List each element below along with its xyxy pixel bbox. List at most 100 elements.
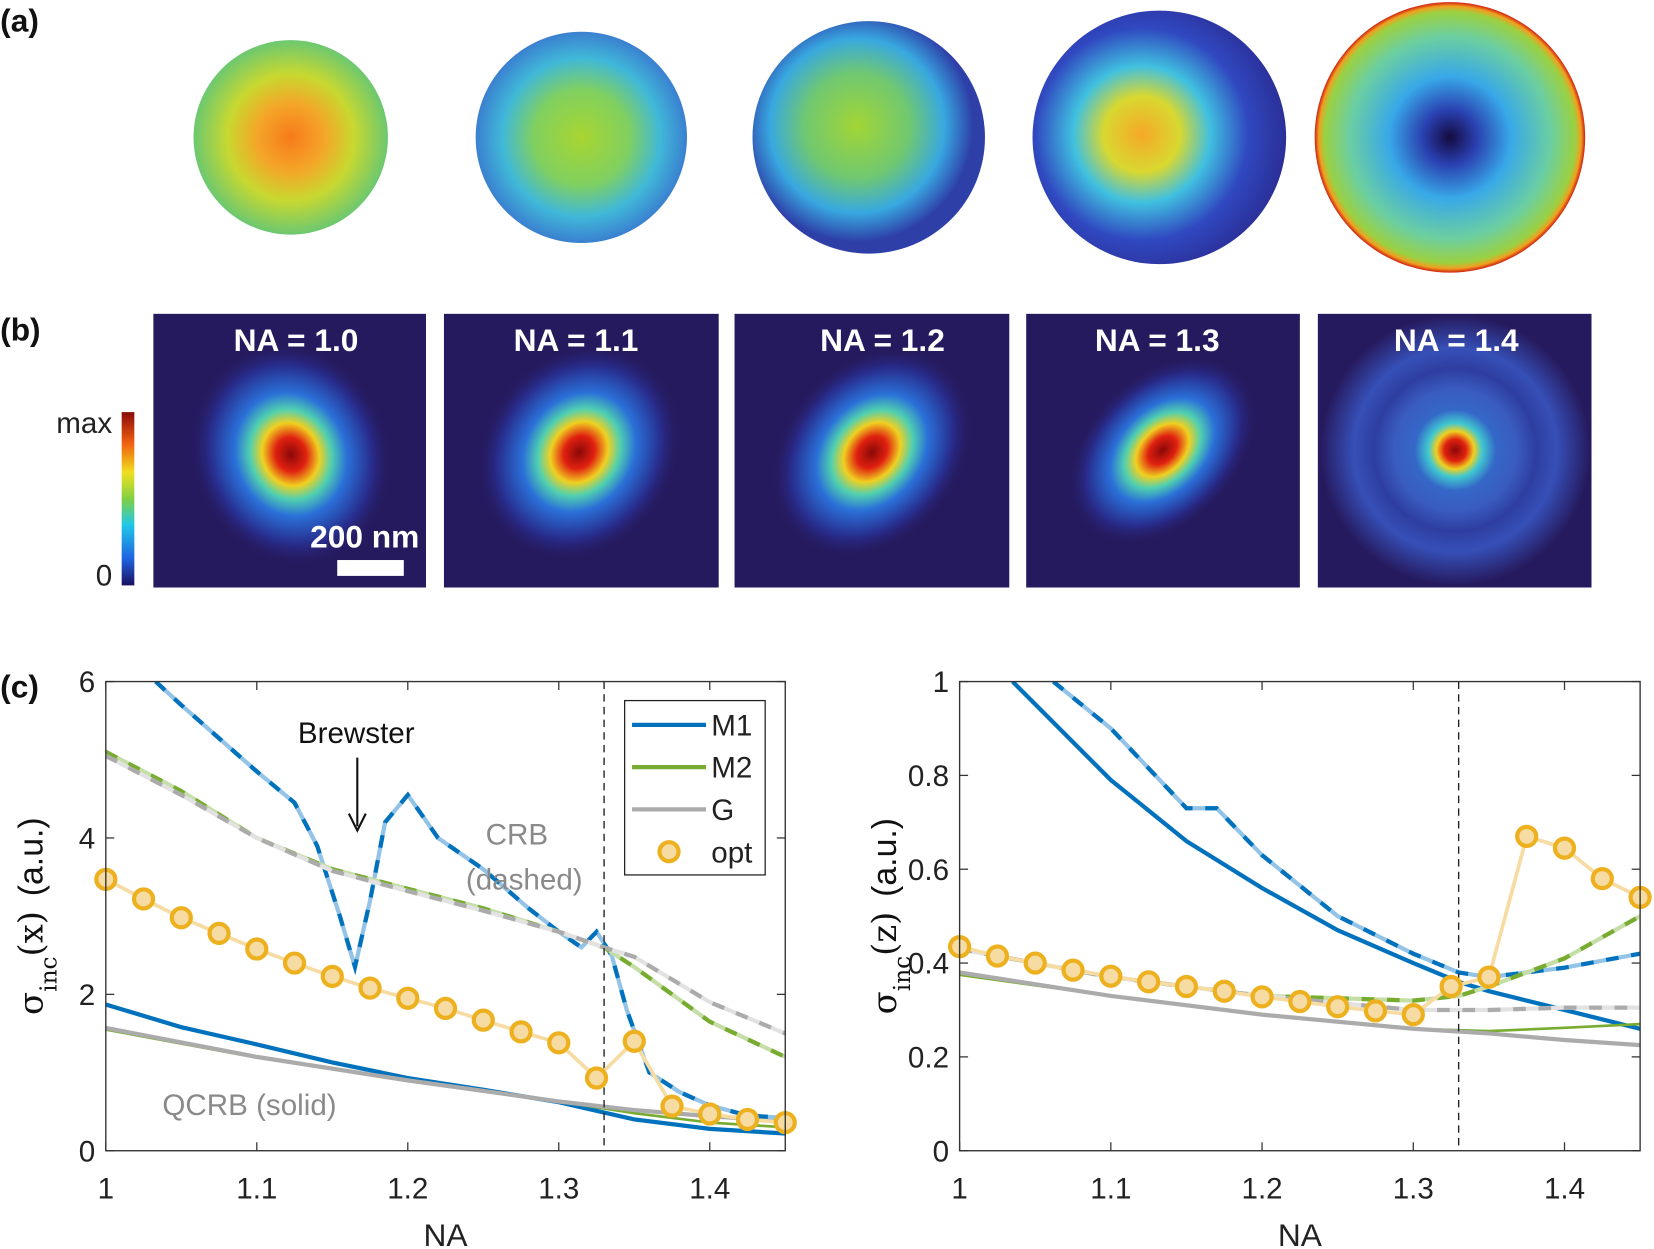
- pupil-maps: [193, 2, 1586, 273]
- psf-title: NA = 1.3: [1095, 322, 1220, 358]
- brewster-label: Brewster: [298, 717, 415, 750]
- x-tick-label: 1: [98, 1172, 114, 1205]
- y-tick-label: 0: [933, 1135, 949, 1168]
- opt-point: [547, 1031, 571, 1055]
- x-tick-label: 1.1: [236, 1172, 277, 1205]
- chart-sigma-z: 1 1.1 1.2 1.3 1.4 0 0.2 0.4 0.6 0.8 1 NA σinc(z) (a.u…: [865, 666, 1652, 1249]
- psf-title: NA = 1.0: [234, 322, 359, 358]
- y-axis-label-unit: (a.u.): [866, 818, 904, 897]
- pupil-map-3: [752, 21, 985, 254]
- x-tick-label: 1.3: [1393, 1172, 1434, 1205]
- panel-label-c: (c): [0, 668, 39, 704]
- y-tick-label: 0: [79, 1135, 95, 1168]
- y-axis-label-arg: (z): [865, 912, 904, 956]
- opt-point: [396, 986, 420, 1010]
- y-tick-label: 0.8: [908, 760, 949, 793]
- opt-point: [1061, 958, 1085, 982]
- opt-point: [1515, 824, 1539, 849]
- x-tick-label: 1.2: [1241, 1172, 1282, 1205]
- opt-point: [1326, 995, 1350, 1019]
- x-tick-label: 1.3: [538, 1172, 579, 1205]
- plot-lines: [105, 681, 786, 1136]
- crb-line-m2-dash: [105, 750, 786, 1059]
- panel-label-a: (a): [0, 3, 39, 39]
- psf-title: NA = 1.2: [820, 322, 945, 358]
- crb-label: CRB: [486, 818, 548, 851]
- legend-item-m2: M2: [632, 752, 752, 785]
- opt-point: [1590, 866, 1614, 891]
- opt-point: [985, 944, 1010, 968]
- psf-panels: NA = 1.0 200 nm NA = 1.1 NA = 1.2 NA = 1…: [153, 313, 1592, 588]
- crb-line-m1-dash: [1052, 681, 1641, 980]
- opt-point: [320, 964, 344, 988]
- x-tick-label: 1: [951, 1172, 967, 1205]
- opt-point: [1477, 965, 1501, 989]
- opt-point: [1212, 979, 1236, 1003]
- opt-point: [1174, 974, 1199, 999]
- legend-item-g: G: [632, 794, 734, 827]
- y-axis-label-main: σ: [11, 992, 50, 1015]
- opt-point: [1137, 970, 1161, 994]
- annotations: Brewster CRB (dashed) QCRB (solid): [162, 717, 582, 1122]
- crb-line-g-dash: [105, 753, 786, 1036]
- opt-point: [509, 1020, 533, 1044]
- opt-point: [207, 921, 231, 945]
- y-axis-label-sub: inc: [889, 956, 916, 991]
- axes-box: [958, 680, 1641, 1152]
- pupil-map-4: [1032, 10, 1287, 265]
- opt-point: [471, 1008, 495, 1032]
- opt-point: [735, 1107, 760, 1132]
- y-tick-label: 0.4: [908, 948, 949, 981]
- opt-point: [245, 937, 269, 961]
- y-axis-label-sub: inc: [35, 956, 62, 991]
- colorbar-max-label: max: [56, 407, 112, 440]
- y-tick-label: 6: [79, 666, 95, 699]
- opt-point: [584, 1066, 609, 1090]
- pupil-map-2: [475, 31, 687, 244]
- crb-line-m1: [1052, 681, 1641, 980]
- opt-point: [1023, 951, 1047, 975]
- panel-label-b: (b): [0, 311, 40, 347]
- opt-point: [1363, 999, 1388, 1023]
- psf-panel-4: NA = 1.3: [1026, 313, 1300, 588]
- psf-title: NA = 1.4: [1394, 322, 1519, 358]
- psf-title: NA = 1.1: [514, 322, 639, 358]
- x-axis-label: NA: [1278, 1217, 1323, 1249]
- opt-point: [1401, 1003, 1425, 1027]
- colorbar-min-label: 0: [96, 559, 112, 592]
- svg-text:M2: M2: [711, 752, 752, 785]
- x-tick-label: 1.2: [387, 1172, 428, 1205]
- pupil-map-1: [193, 40, 388, 235]
- x-tick-label: 1.1: [1090, 1172, 1131, 1205]
- opt-point: [131, 887, 156, 911]
- scalebar: [337, 560, 404, 576]
- opt-point: [622, 1029, 646, 1053]
- legend-item-opt: opt: [657, 836, 752, 869]
- y-tick-label: 0.6: [908, 854, 949, 887]
- svg-text:M1: M1: [711, 709, 752, 742]
- y-axis-label: σinc(x) (a.u.): [11, 817, 62, 1015]
- psf-panel-3: NA = 1.2: [734, 313, 1010, 588]
- opt-point: [282, 951, 307, 975]
- scalebar-label: 200 nm: [310, 518, 419, 554]
- opt-point: [1099, 964, 1123, 988]
- pupil-map-5: [1314, 2, 1586, 273]
- qcrb-label: QCRB (solid): [162, 1089, 336, 1122]
- opt-point: [433, 996, 458, 1021]
- svg-text:opt: opt: [711, 836, 752, 869]
- psf-panel-2: NA = 1.1: [443, 313, 719, 588]
- opt-point: [660, 1094, 684, 1118]
- legend: M1 M2 G opt: [624, 699, 766, 876]
- crb-line-m1-base: [154, 681, 786, 1120]
- crb-dashed-label: (dashed): [466, 864, 583, 897]
- opt-point: [1439, 974, 1463, 999]
- y-tick-label: 0.2: [908, 1041, 949, 1074]
- y-axis-label-main: σ: [865, 991, 904, 1014]
- x-axis-label: NA: [424, 1217, 469, 1249]
- y-tick-label: 1: [933, 666, 949, 699]
- y-axis-label: σinc(z) (a.u.): [865, 818, 916, 1014]
- colorbar: [121, 412, 135, 586]
- opt-point: [698, 1102, 722, 1126]
- crb-line-m1: [154, 681, 786, 1120]
